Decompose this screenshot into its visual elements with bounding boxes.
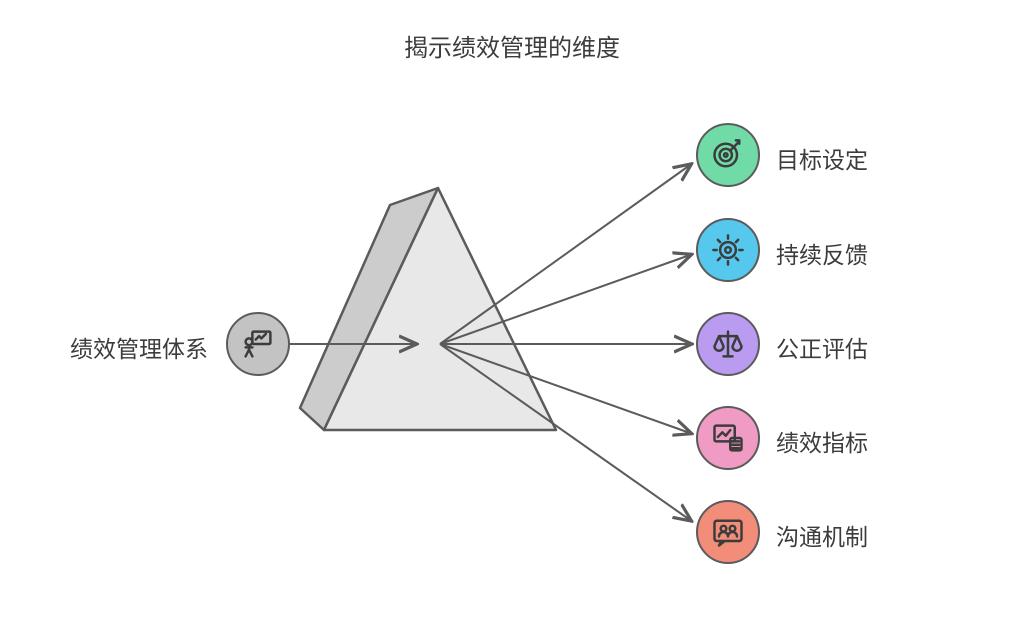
- output-0-node: [696, 123, 760, 187]
- people-icon: [698, 502, 758, 562]
- prism: [300, 188, 556, 430]
- output-4-node: [696, 500, 760, 564]
- target-icon: [698, 125, 758, 185]
- output-1-label: 持续反馈: [776, 236, 868, 270]
- output-0-label: 目标设定: [776, 141, 868, 175]
- gear-icon: [698, 220, 758, 280]
- output-3-node: [696, 406, 760, 470]
- output-3-label: 绩效指标: [776, 424, 868, 458]
- chart-icon: [698, 408, 758, 468]
- output-1-node: [696, 218, 760, 282]
- presenter-icon: [228, 314, 288, 374]
- scales-icon: [698, 314, 758, 374]
- source-label: 绩效管理体系: [70, 330, 220, 364]
- output-2-label: 公正评估: [776, 330, 868, 364]
- output-4-label: 沟通机制: [776, 518, 868, 552]
- output-2-node: [696, 312, 760, 376]
- source-node: [226, 312, 290, 376]
- diagram-svg: [0, 0, 1024, 627]
